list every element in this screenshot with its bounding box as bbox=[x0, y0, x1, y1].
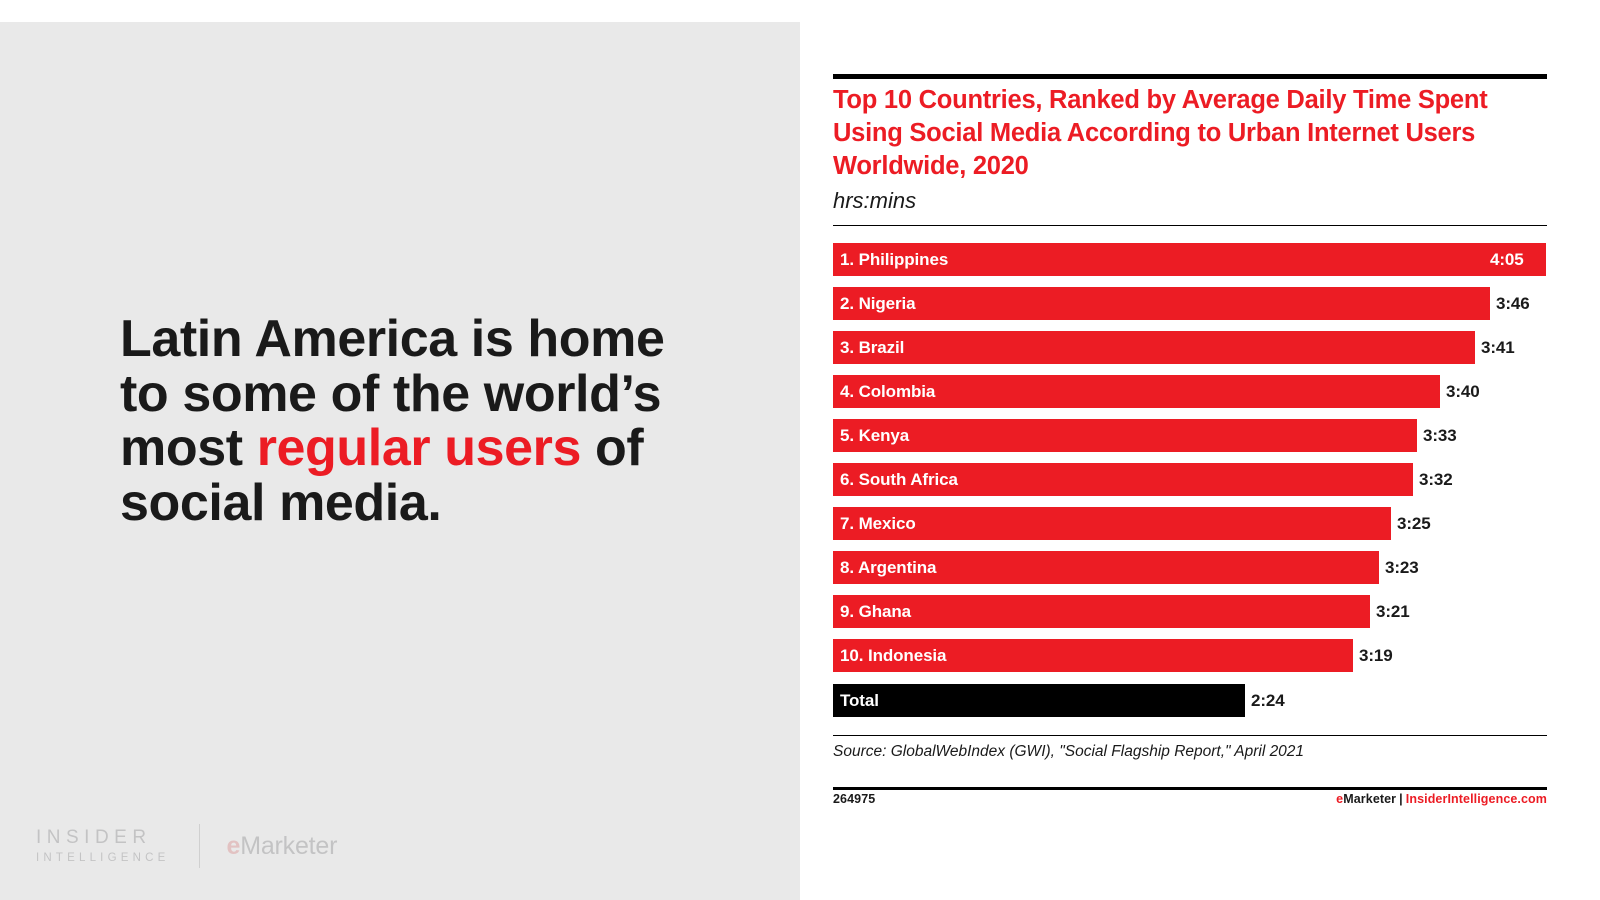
chart-title: Top 10 Countries, Ranked by Average Dail… bbox=[833, 86, 1488, 181]
bar-label: 4. Colombia bbox=[840, 381, 936, 401]
bar-value: 3:33 bbox=[1423, 425, 1457, 445]
bar-philippines: 1. Philippines bbox=[833, 243, 1546, 276]
bar-label: 7. Mexico bbox=[840, 513, 916, 533]
headline-part-pre: Latin America is home to some of the wor… bbox=[120, 310, 665, 478]
bar-colombia: 4. Colombia bbox=[833, 375, 1440, 408]
bar-row: 1. Philippines 4:05 bbox=[833, 243, 1547, 276]
note-rule bbox=[833, 735, 1547, 736]
brand-divider bbox=[199, 824, 201, 868]
note-and-source: Source: GlobalWebIndex (GWI), "Social Fl… bbox=[833, 741, 1304, 763]
bar-value: 3:21 bbox=[1376, 601, 1410, 621]
bar-row: 8. Argentina 3:23 bbox=[833, 551, 1547, 584]
bar-label: 1. Philippines bbox=[840, 249, 949, 269]
bar-value: 2:24 bbox=[1251, 690, 1285, 710]
bar-label: 8. Argentina bbox=[840, 557, 937, 577]
footer-separator: | bbox=[1399, 792, 1403, 806]
bar-label: 6. South Africa bbox=[840, 469, 958, 489]
bar-value: 3:19 bbox=[1359, 645, 1393, 665]
bar-label: 9. Ghana bbox=[840, 601, 912, 621]
bar-row: 5. Kenya 3:33 bbox=[833, 419, 1547, 452]
bar-argentina: 8. Argentina bbox=[833, 551, 1379, 584]
bar-row: 9. Ghana 3:21 bbox=[833, 595, 1547, 628]
bar-value: 3:41 bbox=[1481, 337, 1515, 357]
source-text: Source: GlobalWebIndex (GWI), "Social Fl… bbox=[833, 743, 1305, 760]
emarketer-logo-rest: Marketer bbox=[240, 831, 338, 860]
bar-label: Total bbox=[840, 690, 879, 710]
bar-row: 7. Mexico 3:25 bbox=[833, 507, 1547, 540]
brand-lockup: INSIDER INTELLIGENCE eMarketer bbox=[36, 824, 337, 868]
bar-label: 2. Nigeria bbox=[840, 293, 916, 313]
bar-value: 3:32 bbox=[1419, 469, 1453, 489]
bar-total: Total bbox=[833, 684, 1245, 717]
bar-mexico: 7. Mexico bbox=[833, 507, 1391, 540]
bar-south-africa: 6. South Africa bbox=[833, 463, 1413, 496]
bar-nigeria: 2. Nigeria bbox=[833, 287, 1490, 320]
footer-website-link[interactable]: InsiderIntelligence.com bbox=[1405, 792, 1547, 806]
footer-brand[interactable]: eMarketer | InsiderIntelligence.com bbox=[1336, 792, 1547, 806]
bar-row: 6. South Africa 3:32 bbox=[833, 463, 1547, 496]
bar-value: 3:23 bbox=[1385, 557, 1419, 577]
bar-label: 3. Brazil bbox=[840, 337, 905, 357]
bar-row: 3. Brazil 3:41 bbox=[833, 331, 1547, 364]
headline-accent: regular users bbox=[256, 419, 582, 478]
headline-part-post: of social media. bbox=[120, 419, 644, 532]
bar-value: 3:25 bbox=[1397, 513, 1431, 533]
footer-emarketer-name: Marketer bbox=[1343, 792, 1397, 806]
chart-id: 264975 bbox=[833, 792, 876, 806]
left-statement-panel: Latin America is home to some of the wor… bbox=[0, 22, 800, 900]
footer-emarketer-e: e bbox=[1336, 792, 1344, 806]
bar-kenya: 5. Kenya bbox=[833, 419, 1417, 452]
bar-indonesia: 10. Indonesia bbox=[833, 639, 1353, 672]
emarketer-logo-e: e bbox=[226, 831, 241, 860]
chart-subtitle-unit: hrs:mins bbox=[833, 188, 917, 213]
bar-value: 3:46 bbox=[1496, 293, 1530, 313]
bar-row: 4. Colombia 3:40 bbox=[833, 375, 1547, 408]
bar-row: 2. Nigeria 3:46 bbox=[833, 287, 1547, 320]
bar-row: 10. Indonesia 3:19 bbox=[833, 639, 1547, 672]
bar-brazil: 3. Brazil bbox=[833, 331, 1475, 364]
insider-logo-top: INSIDER bbox=[36, 827, 152, 849]
subtitle-rule bbox=[833, 225, 1547, 226]
emarketer-logo: eMarketer bbox=[226, 832, 337, 861]
bar-chart: 1. Philippines 4:05 2. Nigeria 3:46 3. B… bbox=[833, 243, 1547, 717]
top-rule bbox=[833, 74, 1547, 79]
bar-value: 4:05 bbox=[1490, 249, 1524, 269]
footer: 264975 eMarketer | InsiderIntelligence.com bbox=[833, 792, 1547, 806]
chart-panel: Top 10 Countries, Ranked by Average Dail… bbox=[833, 0, 1547, 900]
insider-intelligence-logo: INSIDER INTELLIGENCE bbox=[36, 825, 169, 866]
insider-logo-bottom: INTELLIGENCE bbox=[36, 852, 170, 865]
headline: Latin America is home to some of the wor… bbox=[120, 312, 720, 530]
bar-label: 5. Kenya bbox=[840, 425, 910, 445]
bar-value: 3:40 bbox=[1446, 381, 1480, 401]
bar-row-total: Total 2:24 bbox=[833, 684, 1547, 717]
footer-rule bbox=[833, 787, 1547, 790]
bar-label: 10. Indonesia bbox=[840, 645, 947, 665]
bar-ghana: 9. Ghana bbox=[833, 595, 1370, 628]
